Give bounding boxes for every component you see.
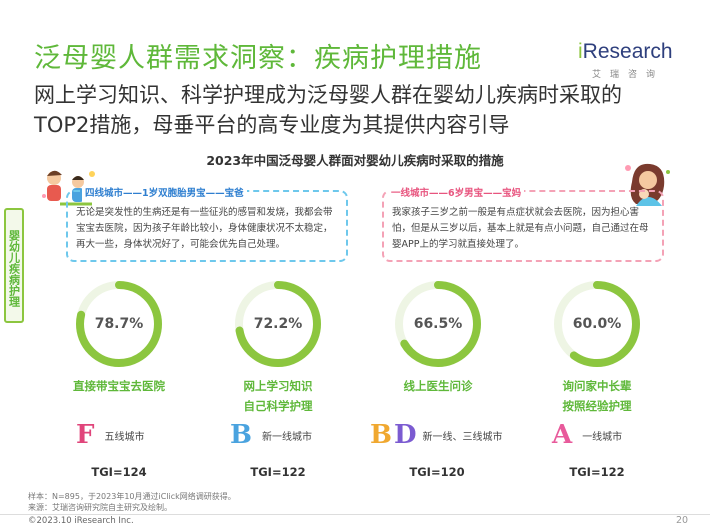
tier-letter-icon: D bbox=[393, 420, 417, 450]
city-tier-text: 五线城市 bbox=[104, 431, 145, 443]
ring-arc bbox=[76, 281, 162, 367]
ring-percent: 78.7% bbox=[94, 316, 144, 332]
measure-ring-hospital: 78.7% bbox=[73, 278, 165, 370]
ring-arc bbox=[235, 281, 321, 367]
tgi-value: TGI=124 bbox=[91, 465, 147, 479]
ring-arc bbox=[554, 281, 640, 367]
quote-text: 我家孩子三岁之前一般是有点症状就会去医院，因为担心害怕，但是从三岁以后，基本上就… bbox=[392, 207, 649, 250]
ring-percent: 60.0% bbox=[572, 316, 622, 332]
side-category-tag: 婴幼儿疾病护理 bbox=[4, 208, 24, 323]
ring-arc bbox=[395, 281, 481, 367]
iresearch-logo: iResearch 艾瑞咨询 bbox=[578, 40, 693, 84]
city-tier: F 五线城市 bbox=[76, 420, 144, 450]
tgi-value: TGI=122 bbox=[569, 465, 625, 479]
city-tier-text: 新一线城市 bbox=[261, 431, 312, 443]
quote-respondent-label: 四线城市——1岁双胞胎男宝——宝爸 bbox=[82, 186, 247, 202]
ring-percent: 72.2% bbox=[253, 316, 303, 332]
tier-letter-icon: B bbox=[370, 420, 392, 450]
measure-ring-ask-elders: 60.0% bbox=[551, 278, 643, 370]
measure-label: 网上学习知识 自己科学护理 bbox=[243, 379, 313, 413]
quote-text: 无论是突发性的生病还是有一些征兆的感冒和发烧，我都会带宝宝去医院，因为孩子年龄比… bbox=[76, 207, 333, 250]
footer-divider bbox=[0, 514, 710, 532]
city-tier: B D 新一线、三线城市 bbox=[370, 420, 503, 450]
logo-subtext: 艾瑞咨询 bbox=[592, 70, 665, 80]
chart-title: 2023年中国泛母婴人群面对婴幼儿疾病时采取的措施 bbox=[206, 153, 504, 168]
family-illustration-left bbox=[42, 170, 95, 206]
measure-label: 线上医生问诊 bbox=[403, 379, 473, 393]
sample-note: 样本：N=895，于2023年10月通过iClick网络调研获得。 bbox=[28, 492, 236, 501]
ring-percent: 66.5% bbox=[413, 316, 463, 332]
page-subtitle: 网上学习知识、科学护理成为泛母婴人群在婴幼儿疾病时采取的TOP2措施，母垂平台的… bbox=[34, 83, 622, 137]
tier-letter-icon: B bbox=[230, 420, 252, 450]
logo-wordmark: iResearch bbox=[578, 40, 673, 63]
city-tier: B 新一线城市 bbox=[230, 420, 312, 450]
city-tier: A 一线城市 bbox=[552, 420, 622, 450]
tgi-value: TGI=120 bbox=[409, 465, 465, 479]
copyright: ©2023.10 iResearch Inc. bbox=[28, 516, 134, 526]
measure-ring-learn-online: 72.2% bbox=[232, 278, 324, 370]
measure-label: 直接带宝宝去医院 bbox=[73, 379, 165, 393]
mother-illustration-right bbox=[625, 163, 670, 206]
measure-ring-online-doctor: 66.5% bbox=[392, 278, 484, 370]
interview-quote-mom: 一线城市——6岁男宝——宝妈 我家孩子三岁之前一般是有点症状就会去医院，因为担心… bbox=[382, 186, 664, 262]
tier-letter-icon: F bbox=[76, 420, 95, 450]
quote-respondent-label: 一线城市——6岁男宝——宝妈 bbox=[388, 186, 525, 202]
interview-quote-dad: 四线城市——1岁双胞胎男宝——宝爸 无论是突发性的生病还是有一些征兆的感冒和发烧… bbox=[66, 186, 348, 262]
page-number: 20 bbox=[676, 515, 689, 526]
tier-letter-icon: A bbox=[552, 420, 573, 450]
city-tier-text: 新一线、三线城市 bbox=[422, 431, 503, 443]
city-tier-text: 一线城市 bbox=[582, 431, 623, 443]
source-note: 来源：艾瑞咨询研究院自主研究及绘制。 bbox=[28, 503, 172, 512]
tgi-value: TGI=122 bbox=[250, 465, 306, 479]
measure-label: 询问家中长辈 按照经验护理 bbox=[562, 379, 632, 413]
source-notes: 样本：N=895，于2023年10月通过iClick网络调研获得。 来源：艾瑞咨… bbox=[28, 491, 236, 513]
page-title: 泛母婴人群需求洞察：疾病护理措施 bbox=[34, 43, 482, 74]
